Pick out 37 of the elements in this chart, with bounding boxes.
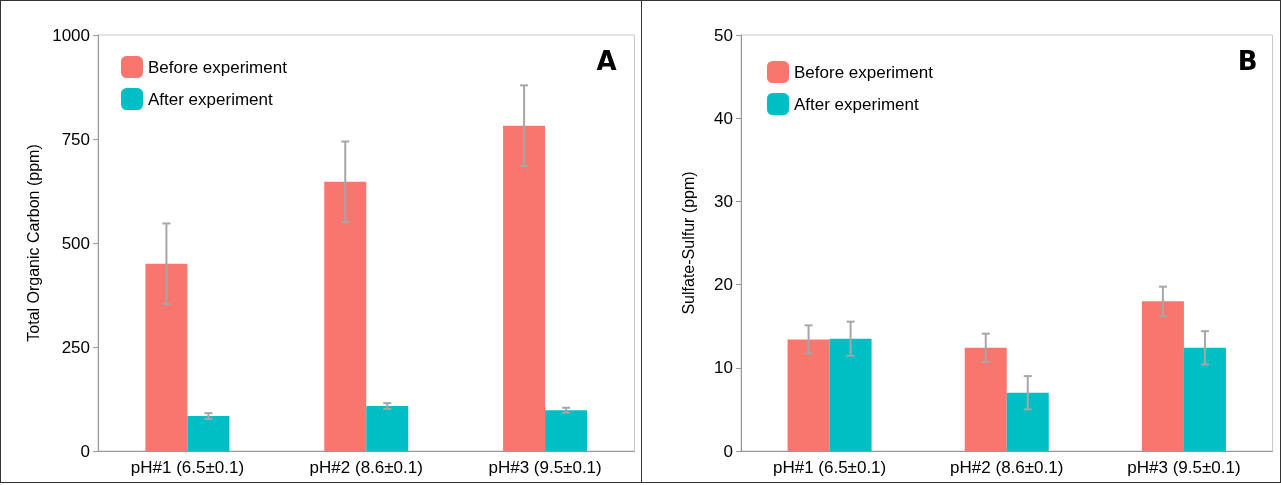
y-tick-label: 40	[713, 108, 733, 128]
y-tick-label: 10	[713, 358, 733, 378]
y-tick-label: 0	[80, 441, 90, 461]
y-tick-label: 20	[713, 275, 733, 295]
bar	[1183, 347, 1226, 451]
y-tick-label: 500	[61, 233, 90, 253]
bar	[964, 347, 1007, 451]
legend-label: Before experiment	[793, 62, 933, 82]
legend-label: After experiment	[793, 94, 919, 114]
y-axis-title: Sulfate-Sulfur (ppm)	[679, 171, 696, 315]
x-tick-label: pH#3 (9.5±0.1)	[1126, 458, 1241, 477]
bar	[787, 339, 830, 451]
bar	[545, 410, 588, 451]
x-tick-label: pH#3 (9.5±0.1)	[488, 458, 602, 477]
bar	[1141, 301, 1184, 451]
bar	[503, 125, 546, 451]
chart-title: B	[1237, 46, 1258, 76]
y-axis-title: Total Organic Carbon (ppm)	[24, 144, 42, 342]
legend-label: After experiment	[148, 89, 273, 109]
y-tick-label: 1000	[52, 25, 90, 45]
x-tick-label: pH#1 (6.5±0.1)	[130, 458, 245, 477]
x-tick-label: pH#1 (6.5±0.1)	[772, 458, 886, 477]
y-tick-label: 30	[713, 191, 733, 211]
y-tick-label: 50	[713, 25, 733, 45]
y-tick-label: 0	[723, 441, 733, 461]
bar	[145, 263, 188, 451]
bar	[1006, 392, 1049, 451]
y-tick-label: 750	[61, 129, 90, 149]
bar	[829, 338, 872, 451]
x-tick-label: pH#2 (8.6±0.1)	[949, 458, 1063, 477]
chart-title: A	[596, 46, 617, 76]
bar	[366, 406, 409, 451]
y-tick-label: 250	[61, 337, 90, 357]
bar	[324, 181, 367, 451]
bar	[187, 416, 230, 451]
x-tick-label: pH#2 (8.6±0.1)	[309, 458, 423, 477]
legend-label: Before experiment	[148, 57, 288, 77]
